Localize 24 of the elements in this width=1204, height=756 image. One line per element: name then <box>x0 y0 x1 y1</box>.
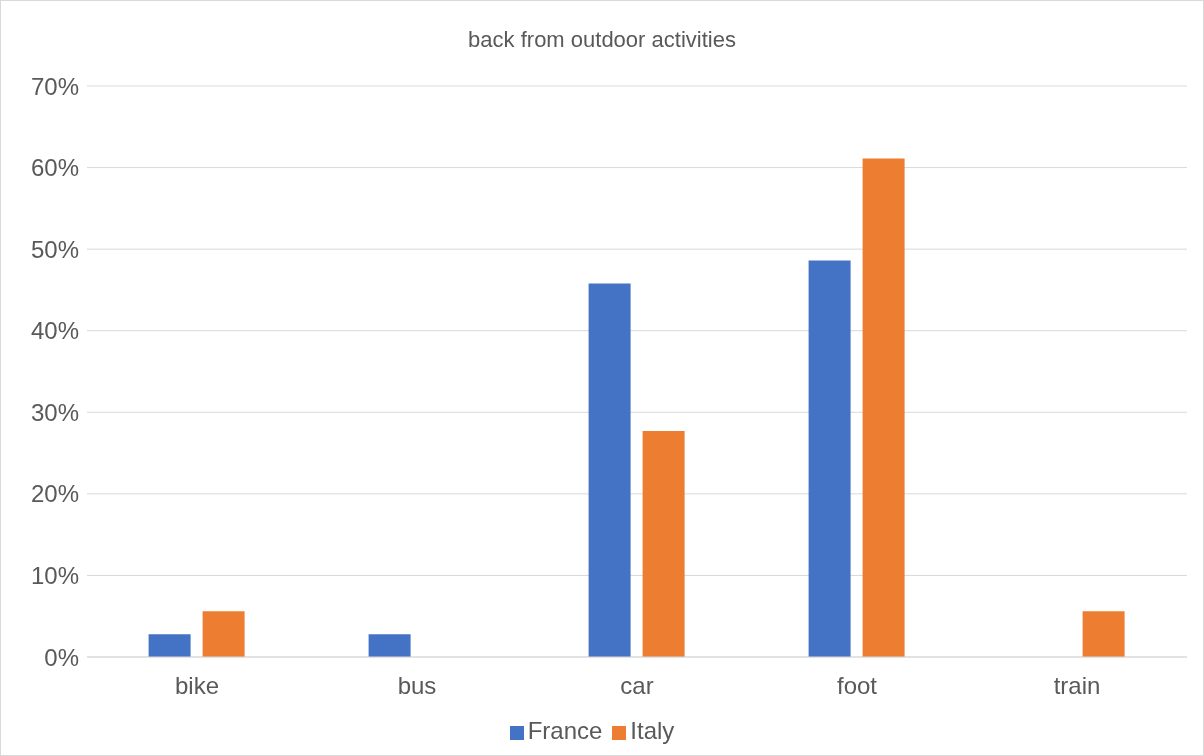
bar <box>862 158 905 657</box>
x-tick-label: bus <box>397 672 437 700</box>
y-tick-label: 50% <box>30 235 79 263</box>
y-tick-label: 0% <box>44 643 79 671</box>
x-tick-label: train <box>1053 672 1101 700</box>
bar <box>642 431 685 657</box>
y-tick-label: 70% <box>30 72 79 100</box>
y-tick-label: 60% <box>30 154 79 182</box>
legend-label: France <box>527 717 603 744</box>
y-tick-label: 40% <box>30 317 79 345</box>
y-tick-label: 10% <box>30 561 79 589</box>
y-tick-label: 30% <box>30 398 79 426</box>
bar <box>148 634 191 657</box>
bar <box>368 634 411 657</box>
bar <box>808 260 851 657</box>
x-tick-label: foot <box>836 672 878 700</box>
x-tick-label: car <box>620 672 654 700</box>
x-tick-label: bike <box>174 672 220 700</box>
legend-label: Italy <box>630 717 675 744</box>
bar <box>588 283 631 657</box>
bar <box>1082 611 1125 657</box>
bar <box>202 611 245 657</box>
chart-title: back from outdoor activities <box>467 27 737 53</box>
y-tick-label: 20% <box>30 480 79 508</box>
